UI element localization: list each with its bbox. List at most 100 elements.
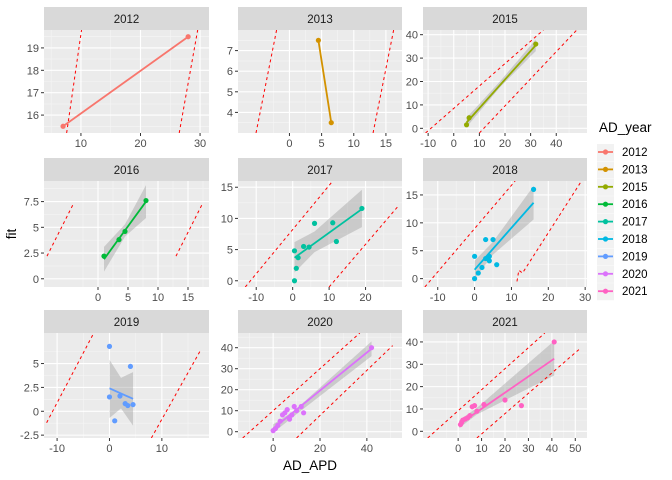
x-tick-label: 0 (95, 292, 101, 304)
prediction-line-upper (425, 30, 544, 133)
data-point (479, 264, 485, 271)
data-point (301, 243, 307, 250)
data-point (291, 248, 298, 254)
x-tick-label: 15 (182, 292, 194, 304)
y-tick-label: 2.5 (24, 382, 39, 394)
data-point (518, 403, 525, 409)
fit-line (109, 387, 134, 400)
x-tick-label: 5 (125, 292, 131, 304)
confidence-band (294, 189, 362, 273)
facet-panel-2020: 2020 0 20 40 0 10 20 30 40 (221, 310, 402, 455)
legend-label: 2017 (622, 217, 648, 229)
legend-label: 2015 (622, 182, 648, 194)
facet-strip-label: 2021 (492, 317, 518, 329)
fit-line (465, 44, 537, 124)
facet-strip-label: 2017 (307, 165, 333, 177)
y-tick-label: 30 (406, 359, 418, 371)
x-tick-label: 0 (270, 443, 276, 455)
x-tick-label: -10 (430, 292, 446, 304)
x-tick-label: 20 (542, 292, 554, 304)
y-tick-label: 0 (33, 406, 39, 418)
facet-strip (423, 310, 587, 333)
prediction-line-upper (46, 202, 75, 257)
data-point (106, 343, 113, 349)
y-tick-label: 10 (406, 218, 418, 230)
facet-panel-2012: 2012 10 20 30 16 17 18 19 (27, 7, 209, 150)
confidence-band (104, 185, 146, 272)
legend-label: 2019 (622, 251, 648, 263)
x-tick-label: 10 (75, 138, 87, 150)
x-tick-label: 15 (380, 138, 392, 150)
legend-key-point (602, 271, 609, 277)
x-tick-label: 40 (550, 138, 562, 150)
x-tick-label: 5 (319, 138, 325, 150)
data-point (143, 197, 149, 204)
data-point (295, 255, 301, 261)
y-tick-label: 10 (221, 406, 233, 418)
y-tick-label: 20 (406, 382, 418, 394)
legend-key-point (602, 166, 609, 172)
data-point (502, 397, 508, 403)
data-point (359, 205, 365, 212)
x-tick-label: 30 (522, 443, 534, 455)
x-tick-label: -10 (248, 292, 264, 304)
legend-key-point (602, 149, 609, 155)
data-point (112, 418, 118, 424)
data-point (298, 403, 304, 410)
data-point (463, 122, 470, 128)
facet-strip (44, 7, 209, 30)
facet-panel-2019: 2019 -10 0 10 -2.5 0 2.5 5 (20, 310, 209, 455)
y-tick-label: 6 (227, 66, 233, 78)
data-point (291, 403, 297, 410)
facet-strip-label: 2013 (307, 14, 333, 26)
facet-panel-2013: 2013 0 5 10 15 4 5 6 7 (227, 7, 402, 150)
facet-strip (238, 7, 402, 30)
x-tick-label: -10 (420, 138, 436, 150)
y-tick-label: 0 (412, 426, 418, 438)
data-point (551, 339, 557, 345)
data-point (127, 363, 134, 370)
prediction-line-lower (296, 345, 393, 438)
y-tick-label: 16 (27, 110, 39, 122)
facet-strip-label: 2020 (307, 317, 333, 329)
legend-key-point (602, 219, 609, 225)
data-point (333, 238, 339, 245)
data-point (466, 115, 472, 121)
y-tick-label: 40 (221, 343, 233, 355)
data-point (286, 416, 293, 422)
x-tick-label: 0 (286, 138, 292, 150)
prediction-line-lower (516, 181, 582, 282)
prediction-line-upper (66, 30, 83, 133)
data-point (490, 236, 496, 243)
x-tick-label: 0 (472, 292, 478, 304)
data-point (474, 408, 480, 414)
facet-strip (44, 310, 209, 333)
panel-plot-area (46, 185, 204, 272)
data-point (486, 253, 492, 259)
prediction-line-upper (424, 181, 516, 287)
data-point (60, 123, 66, 129)
y-tick-label: 0 (33, 274, 39, 286)
prediction-line-upper (427, 333, 546, 438)
data-point (301, 410, 307, 416)
legend-label: 2020 (622, 269, 648, 281)
facet-strip-label: 2012 (114, 14, 140, 26)
data-point (101, 253, 107, 259)
panel-plot-area (424, 181, 582, 287)
data-point (291, 278, 298, 284)
data-point (125, 402, 131, 409)
data-point (306, 244, 312, 250)
panel-plot-area (425, 30, 578, 133)
legend-key-point (602, 201, 609, 207)
legend-key-point (602, 288, 609, 294)
prediction-line-upper (242, 333, 361, 438)
y-tick-label: 15 (221, 182, 233, 194)
x-tick-label: 40 (361, 443, 373, 455)
y-tick-label: 40 (406, 337, 418, 349)
data-point (293, 408, 300, 414)
facet-strip-label: 2015 (492, 14, 518, 26)
data-point (284, 407, 290, 413)
y-tick-label: 15 (406, 190, 418, 202)
